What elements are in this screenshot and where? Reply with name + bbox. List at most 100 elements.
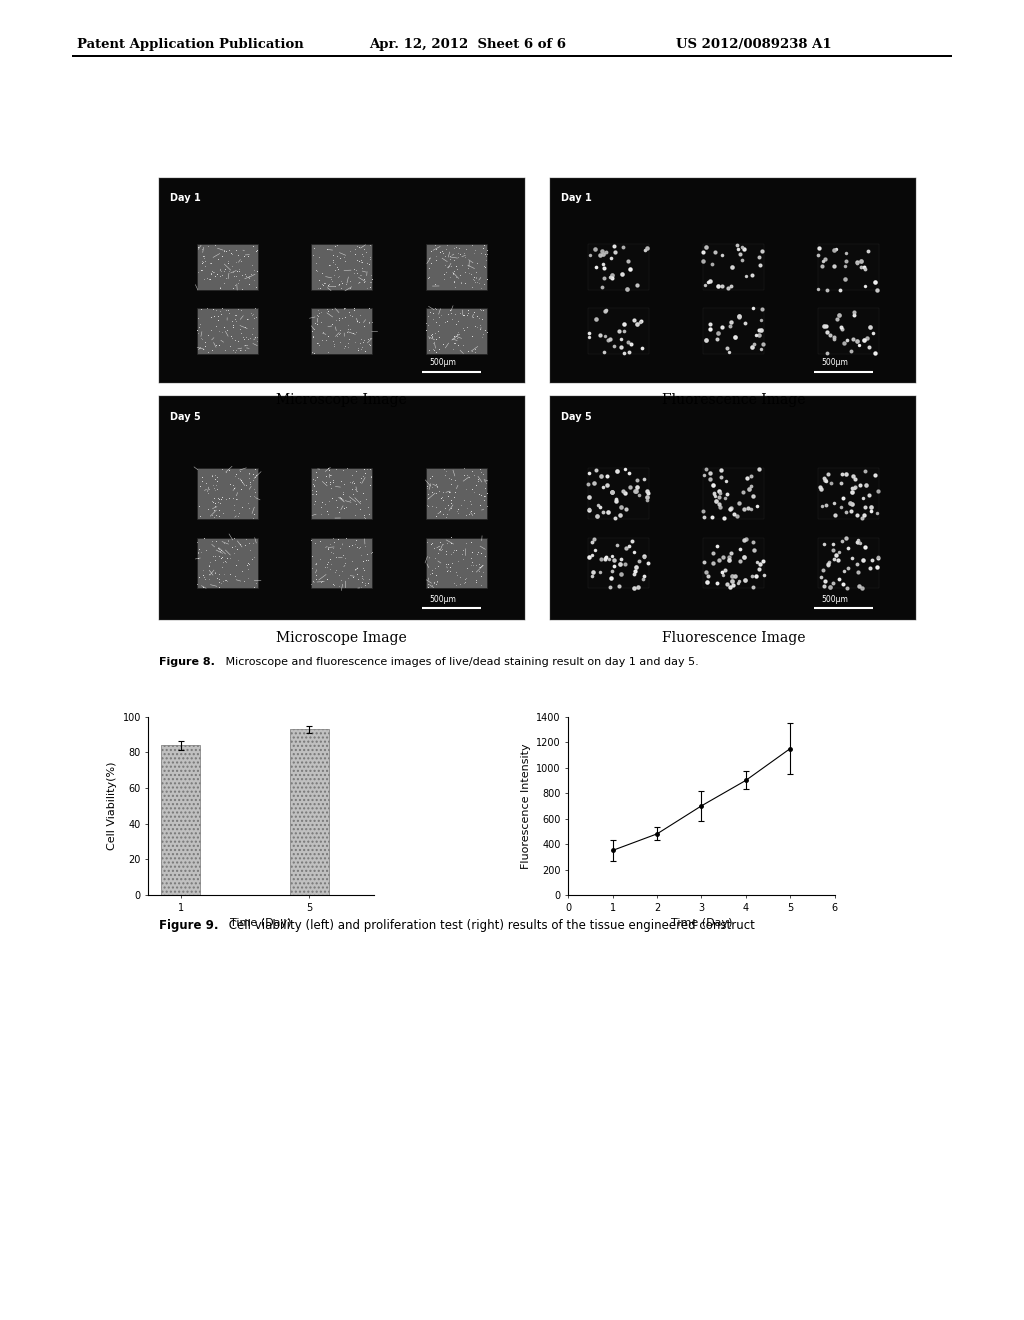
Point [607,508,624,529]
Point [709,536,725,557]
Point [620,331,636,352]
Point [850,529,866,550]
Point [849,331,865,352]
Point [857,496,873,517]
Point [636,546,652,568]
Point [854,577,870,598]
Point [701,463,718,484]
Point [594,276,610,297]
Point [870,548,887,569]
Point [603,568,620,589]
Point [724,570,740,591]
Point [628,480,644,502]
Point [622,535,638,556]
Point [838,242,854,263]
Point [846,301,862,322]
Point [751,325,767,346]
Text: 500μm: 500μm [821,359,848,367]
Point [626,564,642,585]
Point [857,257,873,279]
Point [825,329,842,350]
Point [828,544,845,565]
Point [613,264,630,285]
Point [756,565,772,586]
Point [629,477,645,498]
Point [829,549,846,570]
Point [825,326,842,347]
Point [735,499,752,520]
Point [617,458,634,479]
Bar [588,308,649,354]
Point [851,334,867,355]
Point [812,566,828,587]
Point [825,239,842,260]
Point [834,473,850,494]
Point [722,577,738,598]
Point [730,239,746,260]
Point [754,309,770,330]
Point [604,545,621,566]
Bar [702,308,764,354]
Point [637,239,653,260]
Point [745,297,762,318]
Point [753,255,769,276]
Point [830,541,847,562]
Point [753,338,769,359]
Point [864,549,881,570]
Point [869,546,886,568]
Point [716,507,732,528]
Point [596,268,612,289]
Point [737,569,754,590]
Point [844,478,860,499]
Point [845,465,861,486]
Point [585,561,601,582]
Point [595,477,611,498]
Point [856,330,872,351]
Text: Fluorescence Image: Fluorescence Image [662,631,805,645]
Point [731,570,748,591]
Point [622,259,638,280]
Point [835,531,851,552]
Point [714,561,730,582]
Point [715,546,731,568]
Point [695,251,712,272]
Point [861,557,878,578]
Point [629,313,645,334]
Point [731,539,748,560]
Point [820,554,837,576]
Point [822,577,839,598]
Point [615,342,632,363]
Point [820,552,837,573]
Point [598,474,614,495]
Point [592,496,608,517]
Text: Figure 9.: Figure 9. [159,919,218,932]
Point [627,560,643,581]
Point [587,539,603,560]
Point [609,461,626,482]
Point [726,565,742,586]
Point [602,247,618,268]
Text: Day 5: Day 5 [561,412,592,421]
Point [698,561,715,582]
Point [835,487,851,508]
Point [596,342,612,363]
Point [601,577,617,598]
Point [589,506,605,527]
Point [607,488,624,510]
Point [599,466,615,487]
Point [618,279,635,300]
Point [815,576,831,597]
Point [623,334,639,355]
Point [818,495,835,516]
Point [626,309,642,330]
Point [727,326,743,347]
Bar [426,539,487,589]
Point [581,546,597,568]
Point [718,471,734,492]
Text: 500μm: 500μm [430,359,457,367]
Point [581,487,597,508]
Point [603,561,620,582]
Point [856,504,872,525]
Point [846,478,862,499]
Point [823,473,840,494]
